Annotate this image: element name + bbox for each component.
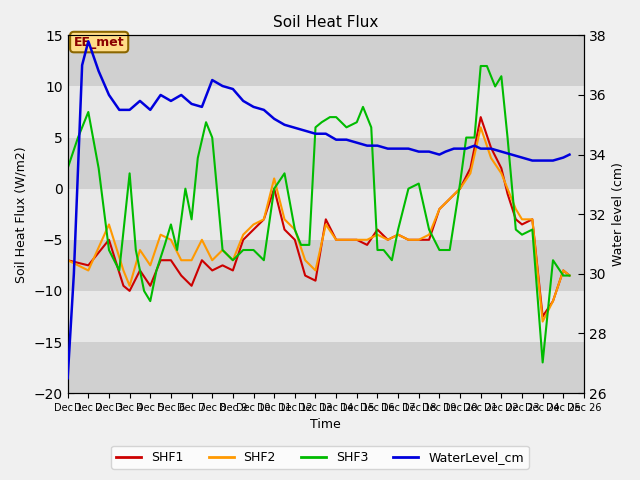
X-axis label: Time: Time — [310, 419, 341, 432]
Bar — [68, 189, 584, 240]
Bar — [68, 342, 584, 393]
Bar — [68, 86, 584, 138]
Title: Soil Heat Flux: Soil Heat Flux — [273, 15, 378, 30]
Bar — [68, 36, 584, 86]
Bar — [68, 240, 584, 291]
Y-axis label: Water level (cm): Water level (cm) — [612, 162, 625, 266]
Y-axis label: Soil Heat Flux (W/m2): Soil Heat Flux (W/m2) — [15, 146, 28, 283]
Bar — [68, 291, 584, 342]
Bar — [68, 138, 584, 189]
Legend: SHF1, SHF2, SHF3, WaterLevel_cm: SHF1, SHF2, SHF3, WaterLevel_cm — [111, 446, 529, 469]
Text: EE_met: EE_met — [74, 36, 125, 48]
